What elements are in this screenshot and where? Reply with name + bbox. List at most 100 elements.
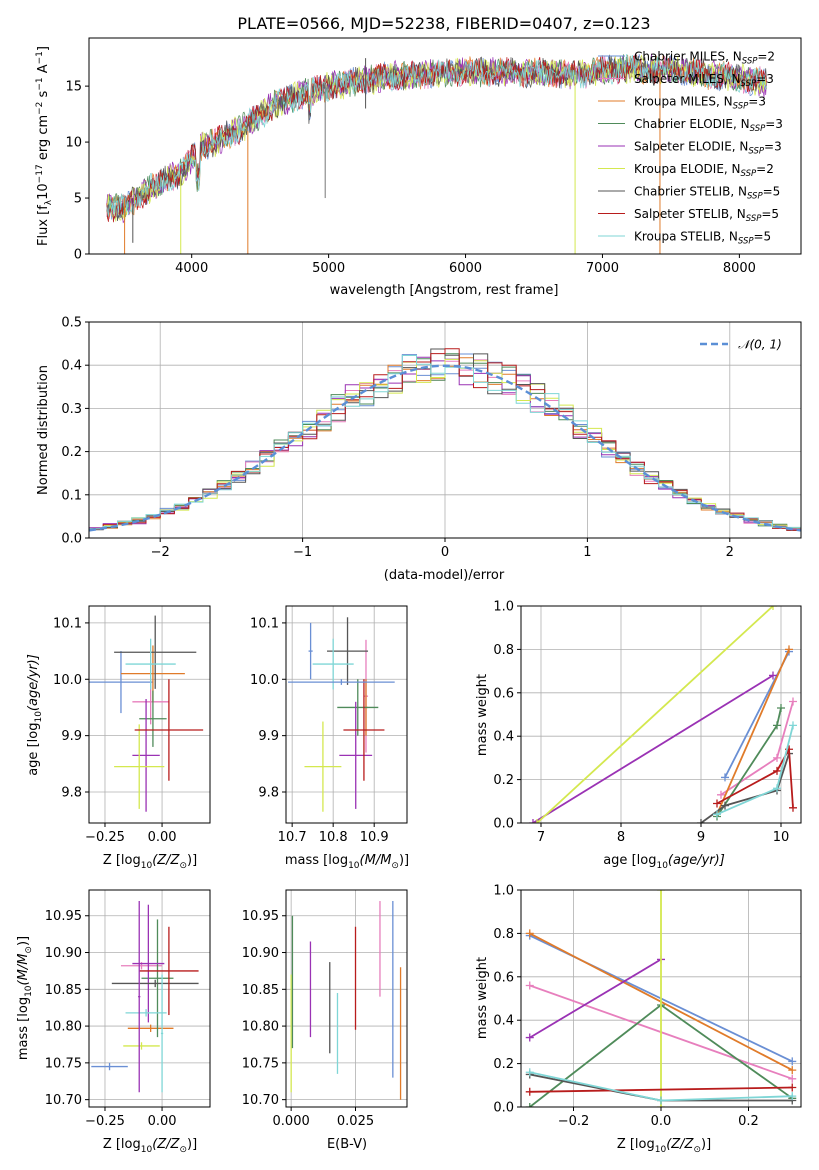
axes-frame [88, 37, 802, 255]
y-tick-label: 0.3 [61, 402, 82, 417]
gaussian-legend-label: 𝒩(0, 1) [738, 338, 782, 352]
y-tick-label: 10.1 [250, 616, 279, 631]
legend-entry: Kroupa MILES, NSSP=3 [634, 95, 766, 112]
massweight-ylabel-bottom: mass weight [475, 957, 490, 1039]
mass-weight-line [716, 649, 790, 815]
residuals-panel: −2 −1 0 1 2 0.0 0.1 0.2 0.3 0.4 0.5 𝒩(0, 1) [61, 316, 802, 560]
y-tick-label: 0.6 [493, 686, 514, 701]
mass-weight-marker [788, 1057, 797, 1066]
ylabel-part: −1 [35, 77, 45, 90]
x-tick-label: 0.0 [651, 1114, 672, 1129]
y-tick-label: 0 [74, 248, 82, 263]
x-tick-label: 0.00 [148, 830, 177, 845]
axes-frame [88, 605, 211, 824]
y-tick-label: 10.90 [45, 946, 82, 961]
y-tick-label: 0.2 [493, 773, 514, 788]
y-tick-label: 5 [74, 192, 82, 207]
mass-weight-line [536, 606, 774, 823]
x-tick-label: 10.8 [319, 830, 348, 845]
mass-weight-marker [717, 790, 725, 799]
mass-xlabel: mass [log10(M/M⊙)] [285, 853, 409, 871]
x-tick-label: −0.2 [558, 1114, 590, 1129]
legend-entry: Salpeter MILES, NSSP=3 [634, 72, 774, 89]
y-tick-label: 10.80 [45, 1020, 82, 1035]
mass-weight-line [532, 674, 774, 823]
legend-n: =2 [756, 162, 774, 176]
ylabel-part: −2 [35, 102, 45, 115]
y-tick-label: 10.1 [53, 616, 82, 631]
y-tick-label: 0.0 [493, 817, 514, 832]
legend-entry: Salpeter STELIB, NSSP=5 [634, 207, 779, 224]
mass-weight-line [716, 746, 794, 808]
mass-ylabel: mass [log10(M/M⊙)] [16, 936, 34, 1060]
x-tick-label: −1 [293, 545, 312, 560]
legend-sub: SSP [738, 237, 754, 247]
legend-text: Chabrier STELIB, N [634, 185, 747, 199]
y-tick-label: 1.0 [493, 884, 514, 899]
legend-sub: SSP [750, 124, 766, 134]
mass-weight-marker [769, 606, 777, 610]
x-tick-label: 0.2 [738, 1114, 759, 1129]
legend-entry: Salpeter ELODIE, NSSP=3 [634, 140, 782, 157]
ylabel-part: s [36, 90, 51, 101]
x-tick-label: 0.000 [273, 1114, 310, 1129]
legend-n: =3 [756, 72, 774, 86]
mass-weight-marker [788, 1092, 797, 1101]
ylabel-part: Flux [f [36, 205, 51, 246]
mass-weight-marker [773, 753, 781, 762]
mass-weight-marker [529, 819, 537, 823]
mass-weight-marker [769, 671, 777, 680]
legend-sub: SSP [747, 192, 763, 202]
mass-weight-marker [525, 981, 534, 990]
legend-text: Salpeter MILES, N [634, 72, 741, 86]
gaussian-curve [89, 364, 801, 532]
massweight-vs-metallicity-panel: −0.2 0.0 0.2 0.0 0.2 0.4 0.6 0.8 1.0 [493, 884, 802, 1129]
x-tick-label: 6000 [449, 261, 482, 276]
y-tick-label: 0.4 [493, 730, 514, 745]
legend-text: Chabrier MILES, N [634, 50, 742, 64]
mass-weight-marker [697, 819, 705, 823]
y-tick-label: 10.0 [53, 673, 82, 688]
mass-vs-metallicity-panel: −0.25 0.00 10.70 10.75 10.80 10.85 10.90 10.95 [45, 889, 211, 1129]
mass-weight-marker [525, 1033, 534, 1042]
x-tick-label: 4000 [175, 261, 208, 276]
ylabel-part: −17 [35, 164, 45, 183]
y-tick-label: 10.75 [45, 1056, 82, 1071]
legend-entry: Kroupa STELIB, NSSP=5 [634, 230, 771, 247]
ebv-xlabel: E(B-V) [327, 1137, 367, 1152]
mass-weight-marker [657, 890, 665, 894]
y-tick-label: 0.2 [493, 1057, 514, 1072]
age-vs-metallicity-panel: −0.25 0.00 9.8 9.9 10.0 10.1 [53, 605, 211, 845]
mass-weight-marker [657, 1096, 665, 1105]
z-xlabel-mw: Z [log10(Z/Z⊙)] [617, 1137, 711, 1155]
y-tick-label: 10.95 [45, 909, 82, 924]
legend-text: Chabrier ELODIE, N [634, 117, 750, 131]
mass-weight-line [529, 958, 662, 1039]
spectrum-title: PLATE=0566, MJD=52238, FIBERID=0407, z=0… [237, 14, 650, 33]
spectrum-ylabel: Flux [fλ10−17 erg cm−2 s−1 A−1] [35, 46, 54, 246]
mass-weight-marker [773, 784, 781, 793]
mass-weight-marker [788, 1066, 797, 1075]
residual-ylabel: Normed distribution [36, 365, 51, 495]
age-xlabel-mw: age [log10(age/yr)] [603, 853, 725, 871]
age-vs-mass-panel: 10.7 10.8 10.9 9.8 9.9 10.0 10.1 [250, 605, 408, 845]
x-tick-label: −0.25 [85, 1114, 125, 1129]
axes-frame [88, 889, 211, 1108]
x-tick-label: 1 [583, 545, 591, 560]
mass-weight-marker [525, 929, 534, 938]
y-tick-label: 10.75 [242, 1056, 279, 1071]
plot-area [106, 52, 767, 254]
axes-frame [285, 889, 408, 1108]
y-tick-label: 10.85 [45, 983, 82, 998]
y-tick-label: 0.8 [493, 927, 514, 942]
y-tick-label: 9.9 [258, 729, 279, 744]
massweight-vs-age-panel: 7 8 9 10 0.0 0.2 0.4 0.6 0.8 1.0 [493, 600, 802, 845]
x-tick-label: 8000 [723, 261, 756, 276]
plot-area [525, 890, 797, 1107]
y-tick-label: 9.8 [258, 786, 279, 801]
mass-weight-marker [789, 721, 797, 730]
mass-weight-marker [525, 1103, 534, 1107]
ylabel-part: −1 [35, 51, 45, 64]
